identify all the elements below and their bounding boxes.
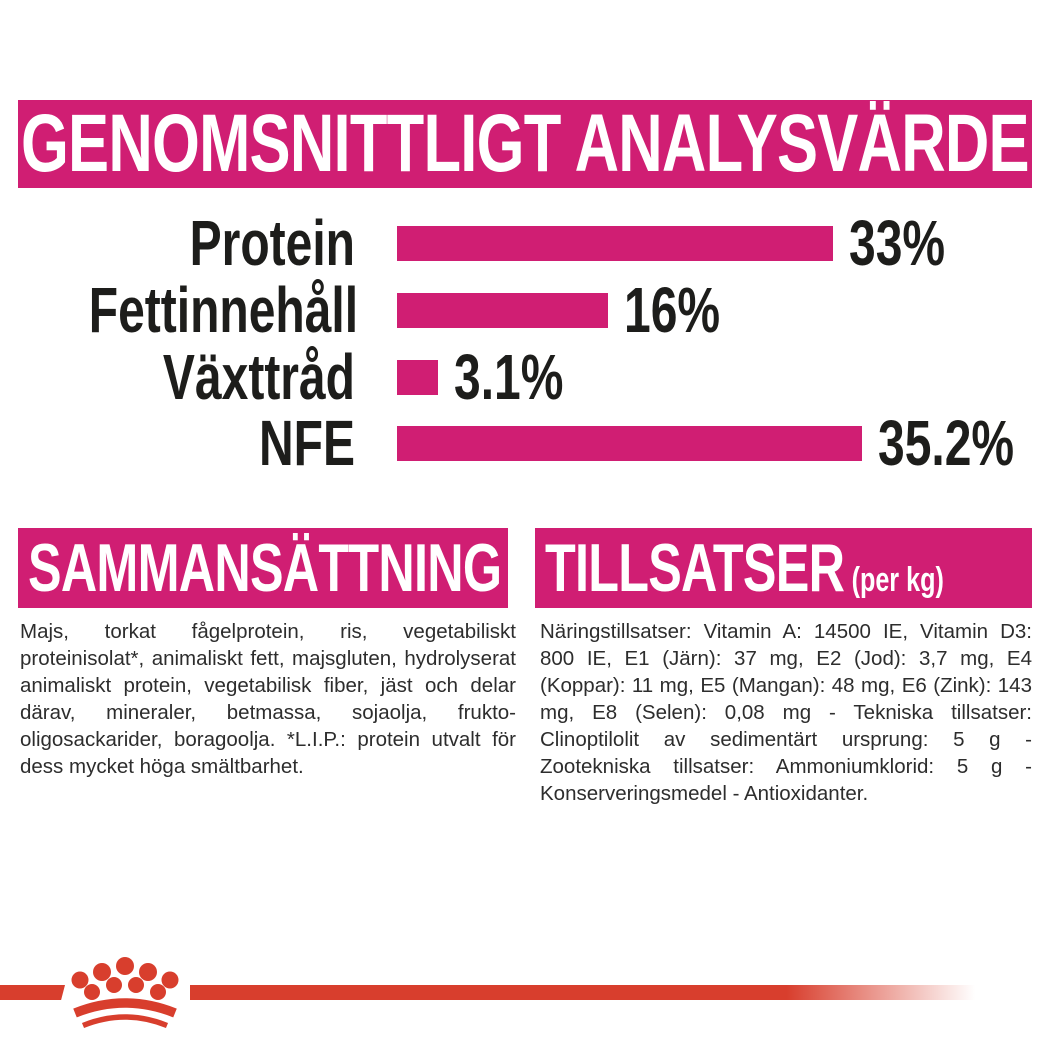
royal-canin-crown-icon	[71, 957, 179, 1029]
bar-track: 33%	[397, 207, 977, 279]
chart-row: Växttråd 3.1%	[0, 341, 1049, 413]
bar-nfe	[397, 426, 862, 461]
additives-banner-inner: TILLSATSER (per kg)	[545, 528, 944, 608]
bar-value-nfe: 35.2%	[878, 407, 1015, 479]
bar-fat	[397, 293, 608, 328]
composition-title: SAMMANSÄTTNING	[28, 530, 502, 606]
bar-protein	[397, 226, 833, 261]
bar-fibre	[397, 360, 438, 395]
analysis-bar-chart: Protein 33% Fettinnehåll 16% Växttråd 3.…	[0, 0, 1049, 520]
bar-value-fibre: 3.1%	[454, 341, 564, 413]
page-title: GENOMSNITTLIGT ANALYSVÄRDE	[21, 98, 1030, 189]
bar-label-fibre: Växttråd	[162, 341, 355, 413]
bar-value-protein: 33%	[849, 207, 946, 279]
footer-rule-left	[0, 985, 65, 1000]
chart-row: NFE 35.2%	[0, 407, 1049, 479]
bar-track: 3.1%	[397, 341, 600, 413]
additives-title-suffix: (per kg)	[851, 561, 944, 599]
chart-row: Fettinnehåll 16%	[0, 274, 1049, 346]
composition-banner-inner: SAMMANSÄTTNING	[28, 528, 502, 608]
bar-label-nfe: NFE	[259, 407, 355, 479]
chart-row: Protein 33%	[0, 207, 1049, 279]
composition-banner: SAMMANSÄTTNING	[18, 528, 508, 608]
bar-label-fat: Fettinnehåll	[88, 274, 359, 346]
bar-track: 16%	[397, 274, 752, 346]
additives-banner: TILLSATSER (per kg)	[535, 528, 1032, 608]
additives-title: TILLSATSER	[545, 530, 845, 606]
bar-label-protein: Protein	[189, 207, 355, 279]
bar-track: 35.2%	[397, 407, 1049, 479]
composition-body: Majs, torkat fågelprotein, ris, vegetabi…	[20, 620, 516, 778]
footer-rule-right	[190, 985, 975, 1000]
header-banner: GENOMSNITTLIGT ANALYSVÄRDE	[18, 100, 1032, 188]
additives-body: Näringstillsatser: Vitamin A: 14500 IE, …	[540, 620, 1032, 805]
bar-value-fat: 16%	[624, 274, 721, 346]
